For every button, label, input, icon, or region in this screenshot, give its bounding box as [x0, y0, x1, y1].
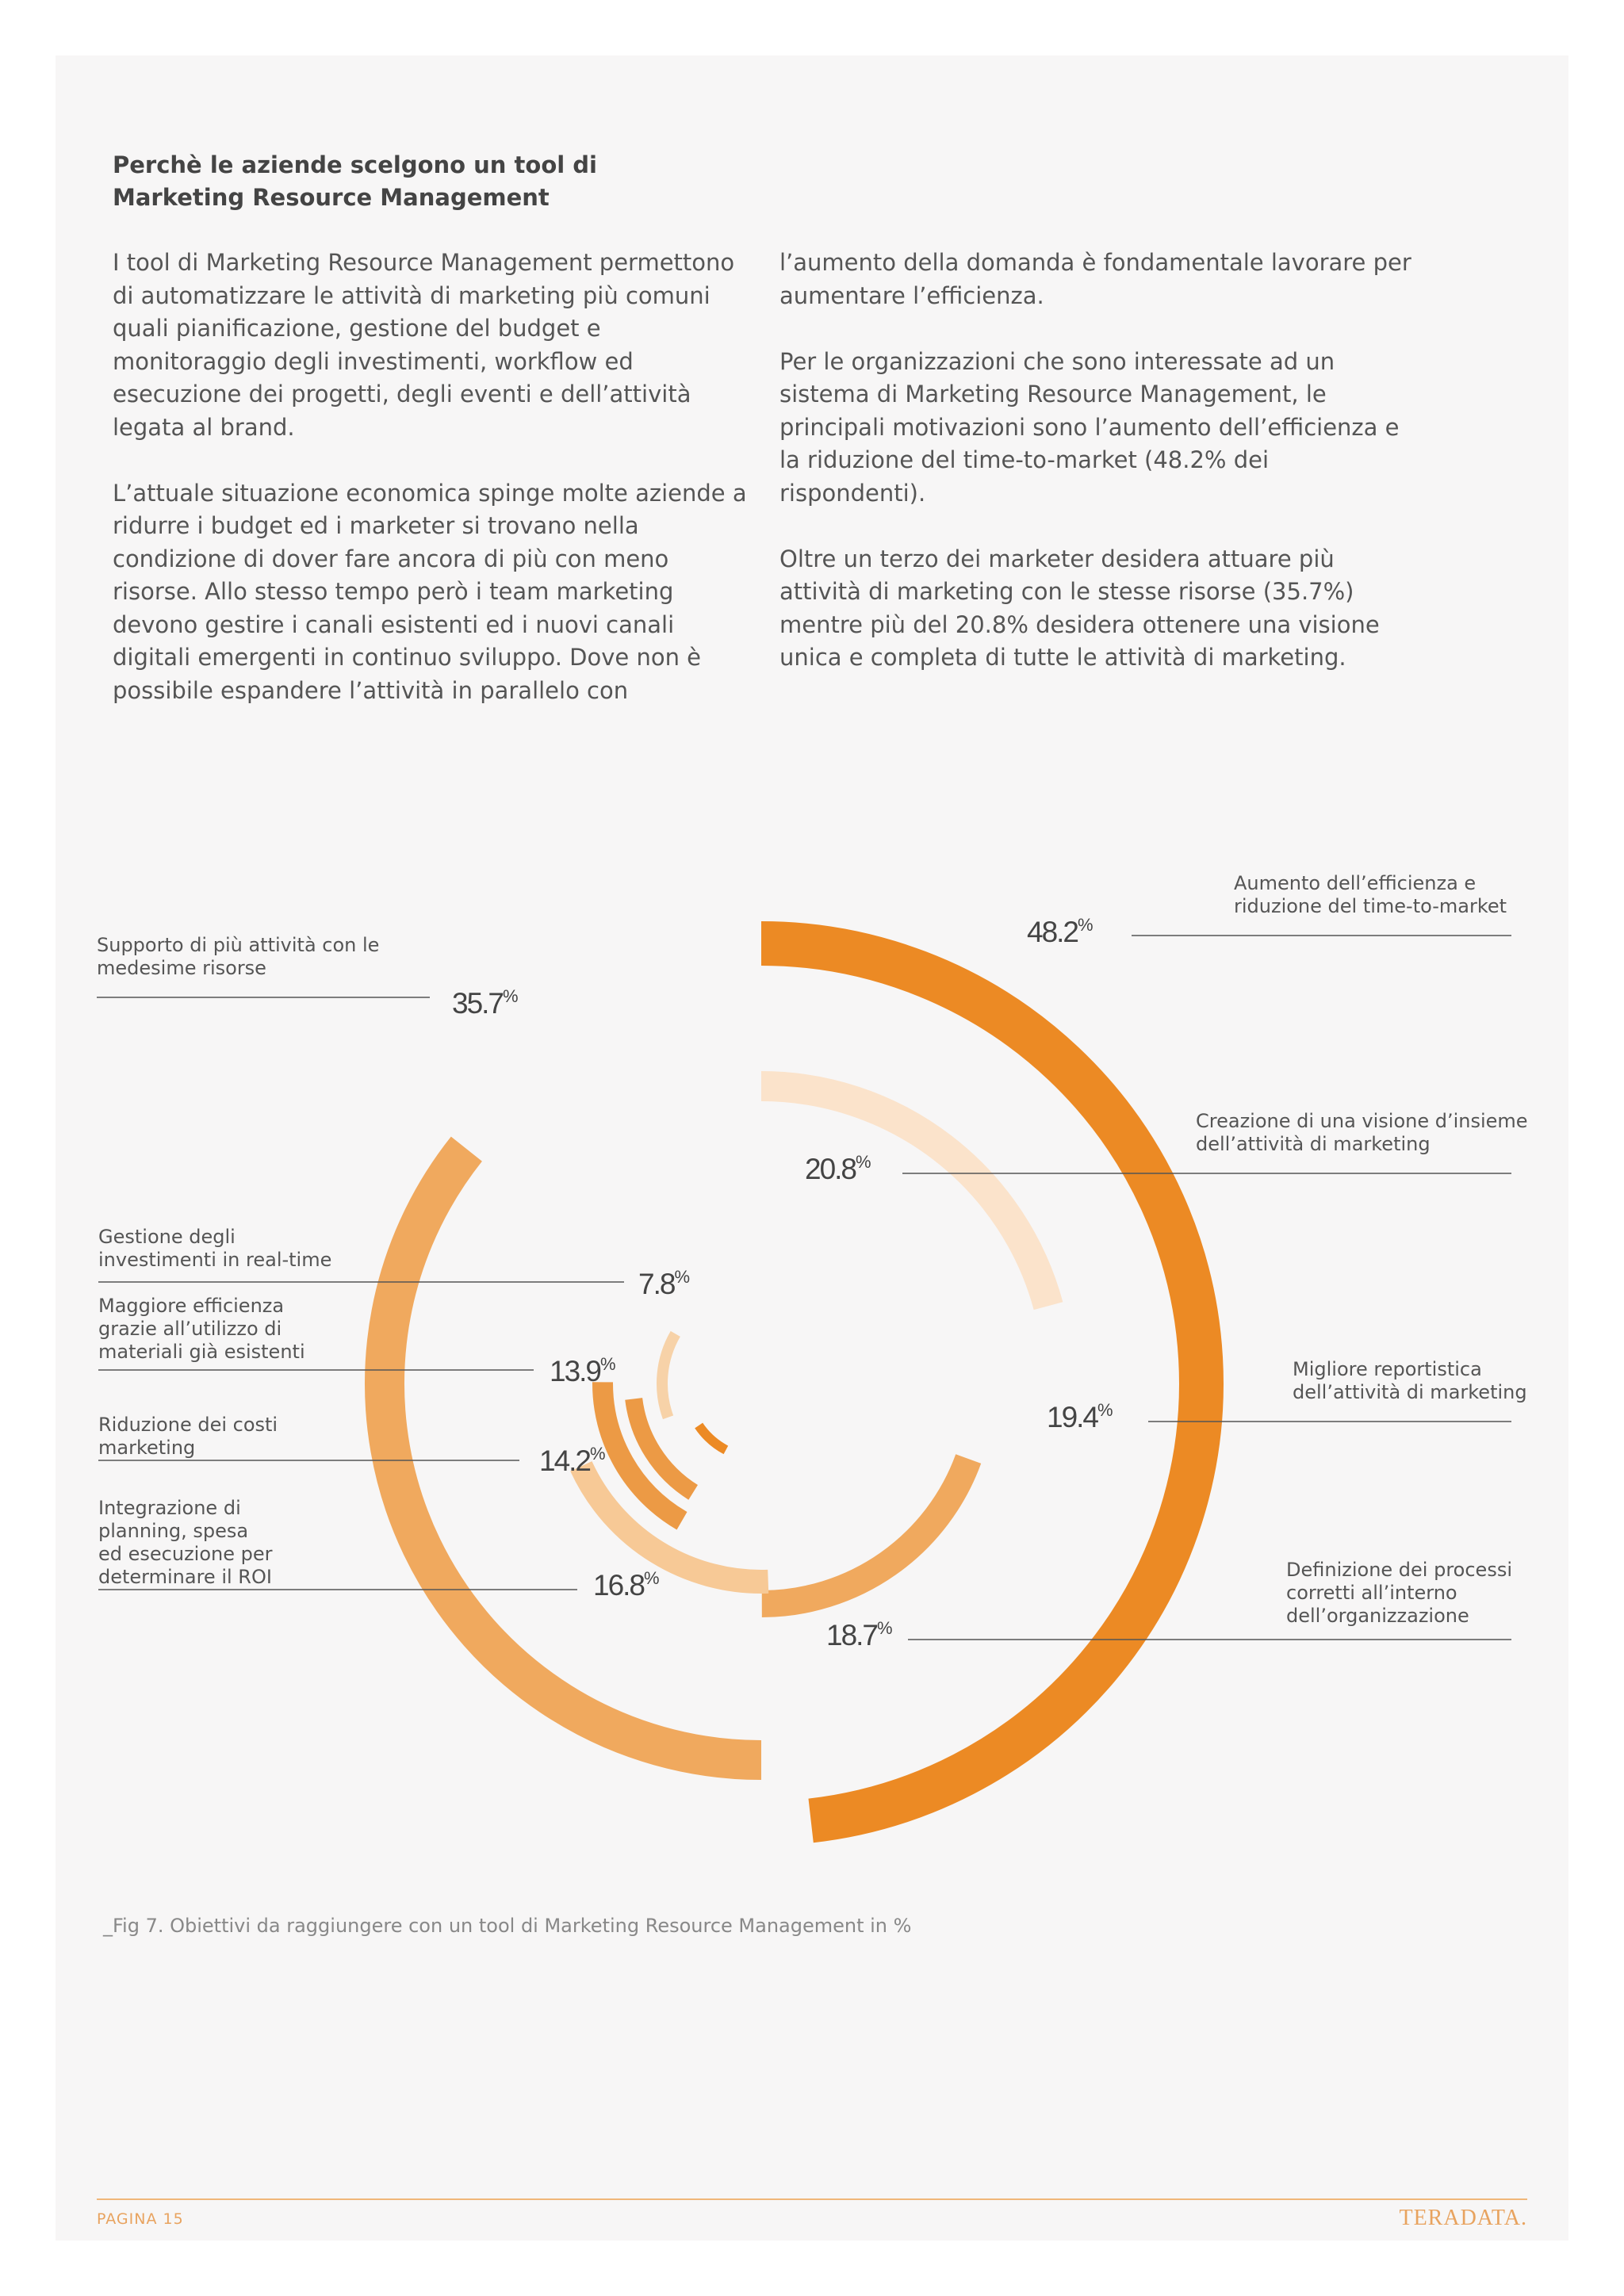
- series-label: Gestione degli investimenti in real-time: [98, 1226, 331, 1271]
- series-label: Migliore reportistica dell’attività di ma…: [1293, 1358, 1527, 1403]
- series-label: Creazione di una visione d’insieme dell’a…: [1196, 1110, 1528, 1155]
- paragraph: I tool di Marketing Resource Management …: [113, 249, 735, 441]
- heading-line-1: Perchè le aziende scelgono un tool di: [113, 151, 597, 178]
- series-label: Integrazione di planning, spesa ed esecuzi…: [98, 1497, 273, 1588]
- footer-divider: [97, 2198, 1527, 2200]
- value-label: 48.2%: [1027, 915, 1094, 948]
- page-background: [56, 55, 1568, 2241]
- arc-segment: [761, 1454, 982, 1617]
- paragraph: L’attuale situazione economica spinge mo…: [113, 479, 747, 704]
- value-label: 20.8%: [805, 1152, 871, 1185]
- arc-segment: [760, 1071, 1063, 1311]
- value-label: 14.2%: [539, 1444, 606, 1477]
- series-label: Definizione dei processi corretti all’int…: [1286, 1559, 1512, 1627]
- value-label: 13.9%: [550, 1354, 616, 1387]
- series-label: Maggiore efficienza grazie all’utilizzo d…: [98, 1295, 305, 1363]
- arc-segment: [695, 1422, 729, 1455]
- arc-segment: [570, 1461, 769, 1594]
- body-column-right: l’aumento della domanda è fondamentale l…: [779, 247, 1414, 707]
- arc-segment: [365, 1136, 762, 1780]
- section-heading: Perchè le aziende scelgono un tool di Ma…: [113, 149, 826, 214]
- body-column-left: I tool di Marketing Resource Management …: [113, 247, 747, 740]
- page-number: PAGINA 15: [97, 2210, 184, 2228]
- teradata-logo: TERADATA.: [1399, 2206, 1527, 2230]
- value-label: 35.7%: [452, 986, 519, 1020]
- arc-segment: [657, 1330, 680, 1420]
- figure-caption: _Fig 7. Obiettivi da raggiungere con un …: [103, 1915, 912, 1937]
- arc-segment: [592, 1382, 688, 1530]
- paragraph: Oltre un terzo dei marketer desidera att…: [779, 545, 1380, 672]
- series-label: Aumento dell’efficienza e riduzione del t…: [1234, 872, 1507, 917]
- value-label: 16.8%: [593, 1568, 660, 1601]
- paragraph: l’aumento della domanda è fondamentale l…: [779, 249, 1411, 309]
- paragraph: Per le organizzazioni che sono interessa…: [779, 347, 1400, 507]
- value-label: 19.4%: [1047, 1400, 1113, 1433]
- series-label: Supporto di più attività con le medesime …: [97, 934, 379, 979]
- arc-segment: [760, 921, 1224, 1843]
- value-label: 18.7%: [826, 1618, 893, 1651]
- arc-segment: [625, 1397, 699, 1500]
- series-label: Riduzione dei costi marketing: [98, 1414, 278, 1459]
- value-label: 7.8%: [638, 1267, 690, 1300]
- heading-line-2: Marketing Resource Management: [113, 184, 550, 211]
